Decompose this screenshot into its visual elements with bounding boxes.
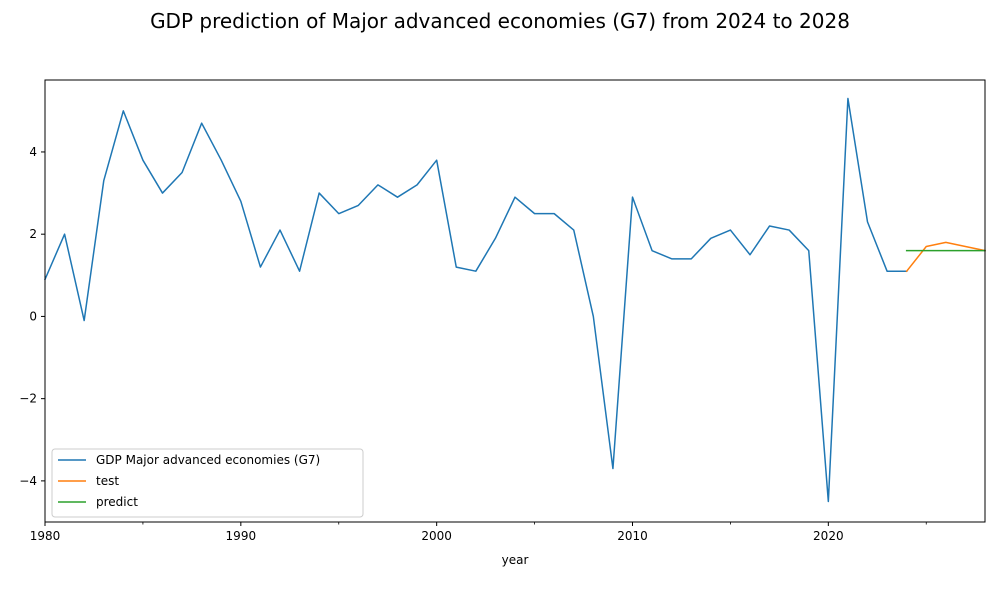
y-tick-label: 0 xyxy=(29,309,37,323)
legend-box xyxy=(51,448,364,518)
y-tick-label: 2 xyxy=(29,227,37,241)
x-tick-label: 1990 xyxy=(226,529,257,543)
legend-label-3: predict xyxy=(96,495,138,509)
x-tick-label: 2020 xyxy=(813,529,844,543)
series-line-1 xyxy=(44,97,908,503)
y-tick-label: −4 xyxy=(19,474,37,488)
x-axis: 1980 1990 2000 2010 2020 xyxy=(30,522,927,543)
y-tick-label: 4 xyxy=(29,145,37,159)
x-axis-label: year xyxy=(502,553,529,567)
chart-title: GDP prediction of Major advanced economi… xyxy=(150,9,850,33)
legend: GDP Major advanced economies (G7) test pre… xyxy=(51,448,364,518)
legend-label-2: test xyxy=(96,474,119,488)
x-tick-label: 2000 xyxy=(421,529,452,543)
x-tick-label: 1980 xyxy=(30,529,61,543)
x-tick-label: 2010 xyxy=(617,529,648,543)
series-line-2 xyxy=(905,241,986,273)
plot-frame xyxy=(44,79,986,523)
y-tick-label: −2 xyxy=(19,392,37,406)
plot-area xyxy=(44,97,986,503)
legend-label-1: GDP Major advanced economies (G7) xyxy=(96,453,320,467)
y-axis: −4 −2 0 2 4 xyxy=(19,145,45,488)
